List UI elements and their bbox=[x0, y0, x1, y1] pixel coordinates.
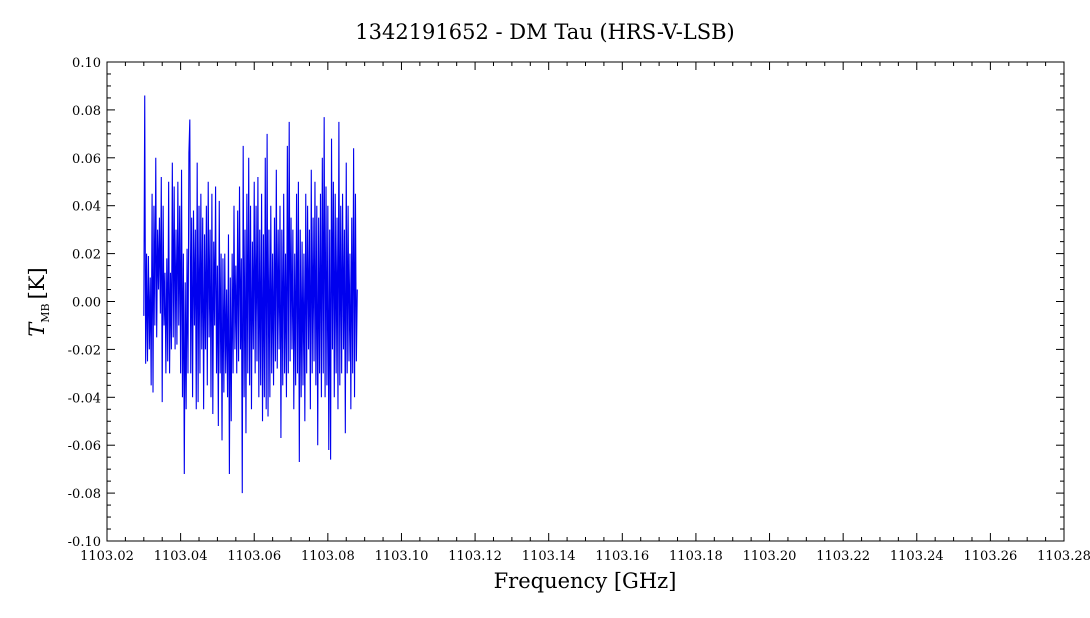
y-tick-label: -0.10 bbox=[68, 535, 101, 550]
x-tick-label: 1103.16 bbox=[595, 549, 649, 564]
x-axis-ticks: 1103.02 1103.04 1103.06 1103.08 1103.10 1103.… bbox=[80, 62, 1090, 564]
x-tick-label: 1103.18 bbox=[669, 549, 723, 564]
x-tick-label: 1103.06 bbox=[227, 549, 281, 564]
y-tick-label: 0.00 bbox=[72, 296, 101, 311]
plot-area: 1103.02 1103.04 1103.06 1103.08 1103.10 1103.… bbox=[68, 56, 1090, 564]
y-tick-label: -0.02 bbox=[68, 343, 101, 358]
x-tick-label: 1103.20 bbox=[743, 549, 797, 564]
y-axis-label-unit: [K] bbox=[25, 267, 49, 299]
y-tick-label: 0.10 bbox=[72, 56, 101, 71]
y-axis-label-sub: MB bbox=[39, 303, 52, 322]
y-axis-ticks: 0.10 0.08 0.06 0.04 0.02 0.00 -0.02 -0.04 -0.06 -… bbox=[68, 56, 1064, 550]
y-tick-label: 0.06 bbox=[72, 152, 101, 167]
x-tick-label: 1103.04 bbox=[154, 549, 208, 564]
y-tick-label: 0.04 bbox=[72, 200, 101, 215]
y-axis-label-main: T bbox=[25, 321, 49, 337]
y-tick-label: -0.06 bbox=[68, 439, 101, 454]
x-tick-label: 1103.10 bbox=[375, 549, 429, 564]
chart-title: 1342191652 - DM Tau (HRS-V-LSB) bbox=[355, 20, 735, 44]
y-tick-label: 0.08 bbox=[72, 104, 101, 119]
y-axis-label: TMB [K] bbox=[25, 267, 52, 336]
y-tick-label: -0.04 bbox=[68, 391, 101, 406]
y-tick-label: -0.08 bbox=[68, 487, 101, 502]
x-tick-label: 1103.24 bbox=[890, 549, 944, 564]
x-tick-label: 1103.08 bbox=[301, 549, 355, 564]
y-tick-label: 0.02 bbox=[72, 248, 101, 263]
x-tick-label: 1103.12 bbox=[448, 549, 502, 564]
x-tick-label: 1103.28 bbox=[1037, 549, 1090, 564]
series-line-0 bbox=[143, 95, 358, 494]
x-tick-label: 1103.14 bbox=[522, 549, 576, 564]
x-axis-label: Frequency [GHz] bbox=[494, 569, 677, 593]
x-tick-label: 1103.22 bbox=[816, 549, 870, 564]
x-tick-label: 1103.26 bbox=[964, 549, 1018, 564]
x-tick-label: 1103.02 bbox=[80, 549, 134, 564]
series-layer bbox=[143, 95, 358, 494]
